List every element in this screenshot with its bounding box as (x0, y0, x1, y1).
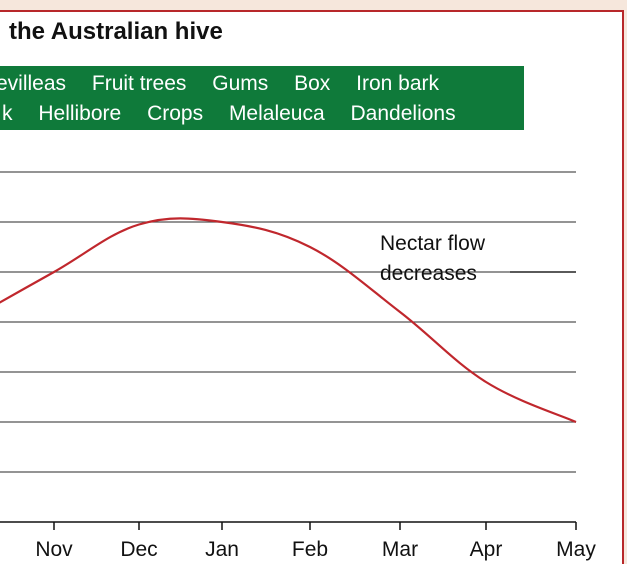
x-tick-label: Mar (382, 538, 418, 561)
x-tick-label: Nov (35, 538, 73, 561)
x-tick-label: Apr (470, 538, 503, 561)
annotation-text-line2: decreases (380, 262, 477, 285)
flora-label: Melaleuca (228, 102, 325, 125)
x-tick-label: Dec (120, 538, 157, 561)
nectar-flow-line (0, 217, 577, 424)
x-tick-label: Feb (292, 538, 328, 561)
flora-label: Dandelions (350, 102, 456, 125)
x-tick-label: May (556, 538, 596, 561)
flora-label: Crops (147, 102, 204, 125)
flora-row-1: evilleas Fruit trees Gums Box Iron bark (0, 69, 439, 99)
flora-label: Hellibore (38, 102, 122, 125)
flora-row-2: k Hellibore Crops Melaleuca Dandelions (2, 99, 456, 129)
flora-label: k (2, 102, 13, 125)
flora-label: Gums (212, 72, 269, 95)
chart-title: the Australian hive (9, 18, 223, 45)
annotation-text-line1: Nectar flow (380, 232, 486, 255)
flora-label: evilleas (0, 72, 67, 95)
flora-label: Box (294, 72, 331, 95)
flora-label: Iron bark (356, 72, 440, 95)
flora-label: Fruit trees (91, 72, 187, 95)
x-tick-label: Jan (205, 538, 239, 561)
flora-band: evilleas Fruit trees Gums Box Iron bark … (0, 66, 524, 130)
